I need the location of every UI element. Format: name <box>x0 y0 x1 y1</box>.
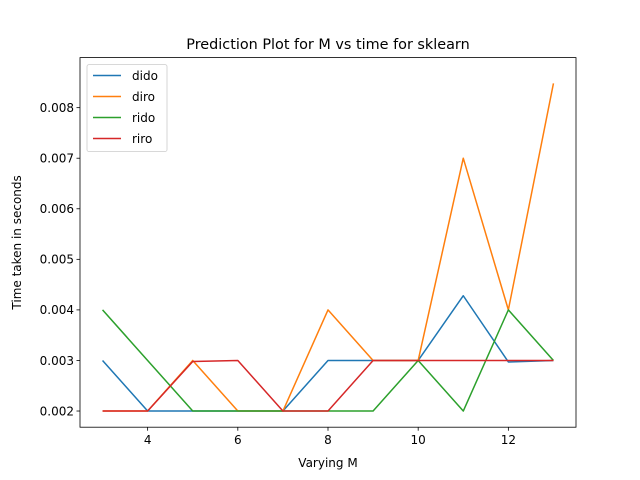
y-tick-label: 0.008 <box>40 101 74 115</box>
y-tick-label: 0.002 <box>40 404 74 418</box>
x-tick-label: 8 <box>324 433 332 447</box>
legend-label-rido: rido <box>132 111 155 125</box>
series-line-riro <box>102 359 554 412</box>
chart-title: Prediction Plot for M vs time for sklear… <box>186 37 469 53</box>
legend-label-dido: dido <box>132 69 158 83</box>
x-tick-label: 10 <box>411 433 426 447</box>
y-tick-label: 0.004 <box>40 303 74 317</box>
y-tick-label: 0.007 <box>40 152 74 166</box>
x-tick-label: 6 <box>234 433 242 447</box>
legend-label-riro: riro <box>132 132 152 146</box>
y-tick-label: 0.006 <box>40 202 74 216</box>
x-tick-label: 12 <box>501 433 516 447</box>
legend: dido diro rido riro <box>86 64 168 152</box>
series-lines <box>101 83 555 412</box>
y-axis-label: Time taken in seconds <box>10 175 24 310</box>
plot-frame <box>79 57 577 428</box>
x-axis-label: Varying M <box>298 456 357 470</box>
y-axis-ticks: 0.002 0.003 0.004 0.005 0.006 0.007 0.008 <box>40 101 80 418</box>
y-tick-label: 0.005 <box>40 253 74 267</box>
legend-label-diro: diro <box>132 90 155 104</box>
legend-box <box>86 64 168 152</box>
series-line-dido <box>101 294 554 412</box>
x-tick-label: 4 <box>144 433 152 447</box>
y-tick-label: 0.003 <box>40 354 74 368</box>
x-axis-ticks: 4 6 8 10 12 <box>144 427 516 447</box>
